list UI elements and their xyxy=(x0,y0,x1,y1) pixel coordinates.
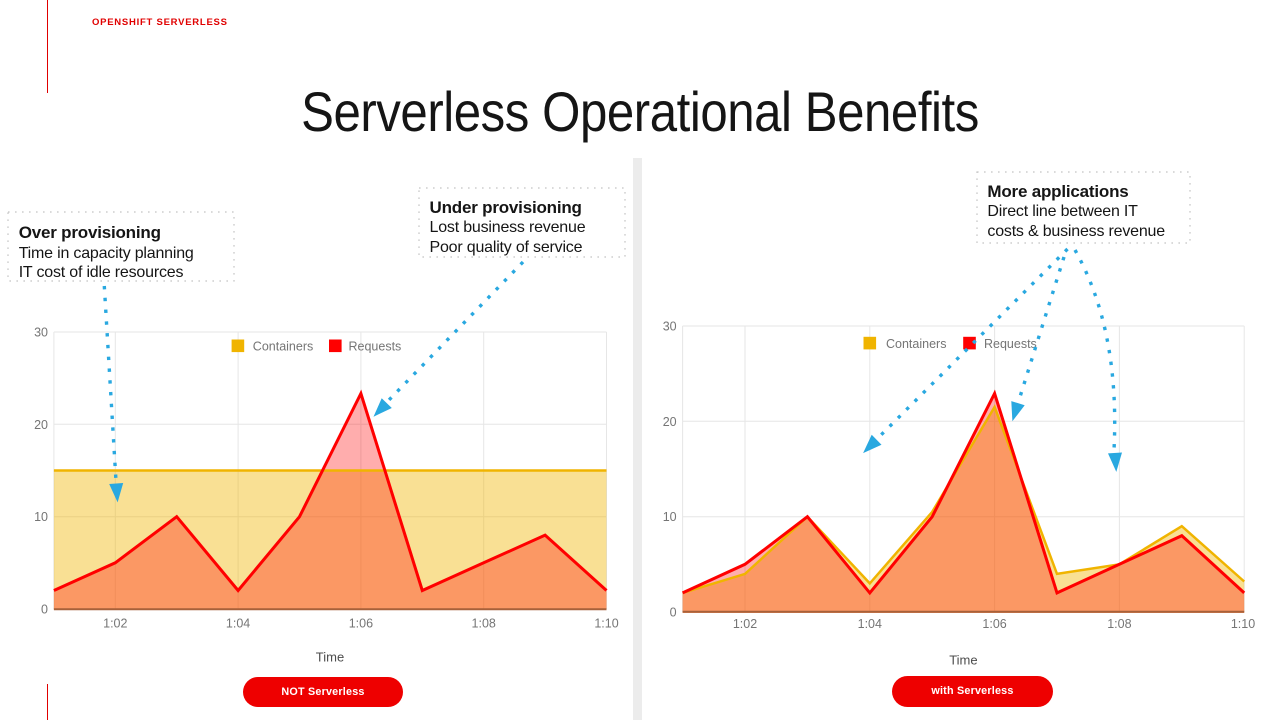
svg-text:20: 20 xyxy=(34,418,48,432)
svg-text:1:04: 1:04 xyxy=(226,617,250,631)
svg-text:Requests: Requests xyxy=(349,339,402,353)
svg-text:10: 10 xyxy=(663,510,677,524)
svg-text:30: 30 xyxy=(34,326,48,340)
svg-text:1:10: 1:10 xyxy=(1231,617,1255,631)
svg-text:1:06: 1:06 xyxy=(349,617,373,631)
svg-text:Time: Time xyxy=(949,653,977,668)
svg-text:1:04: 1:04 xyxy=(858,617,882,631)
svg-text:Time: Time xyxy=(316,650,344,665)
svg-text:1:10: 1:10 xyxy=(594,617,618,631)
svg-text:10: 10 xyxy=(34,510,48,524)
svg-text:1:02: 1:02 xyxy=(733,617,757,631)
svg-text:Containers: Containers xyxy=(253,339,313,353)
svg-text:20: 20 xyxy=(663,415,677,429)
svg-text:30: 30 xyxy=(663,320,677,334)
svg-text:1:02: 1:02 xyxy=(103,617,127,631)
svg-text:Containers: Containers xyxy=(886,337,946,351)
svg-text:1:08: 1:08 xyxy=(472,617,496,631)
svg-text:1:08: 1:08 xyxy=(1107,617,1131,631)
svg-text:Requests: Requests xyxy=(984,337,1037,351)
svg-text:1:06: 1:06 xyxy=(982,617,1006,631)
svg-text:0: 0 xyxy=(41,603,48,617)
svg-text:0: 0 xyxy=(670,606,677,620)
